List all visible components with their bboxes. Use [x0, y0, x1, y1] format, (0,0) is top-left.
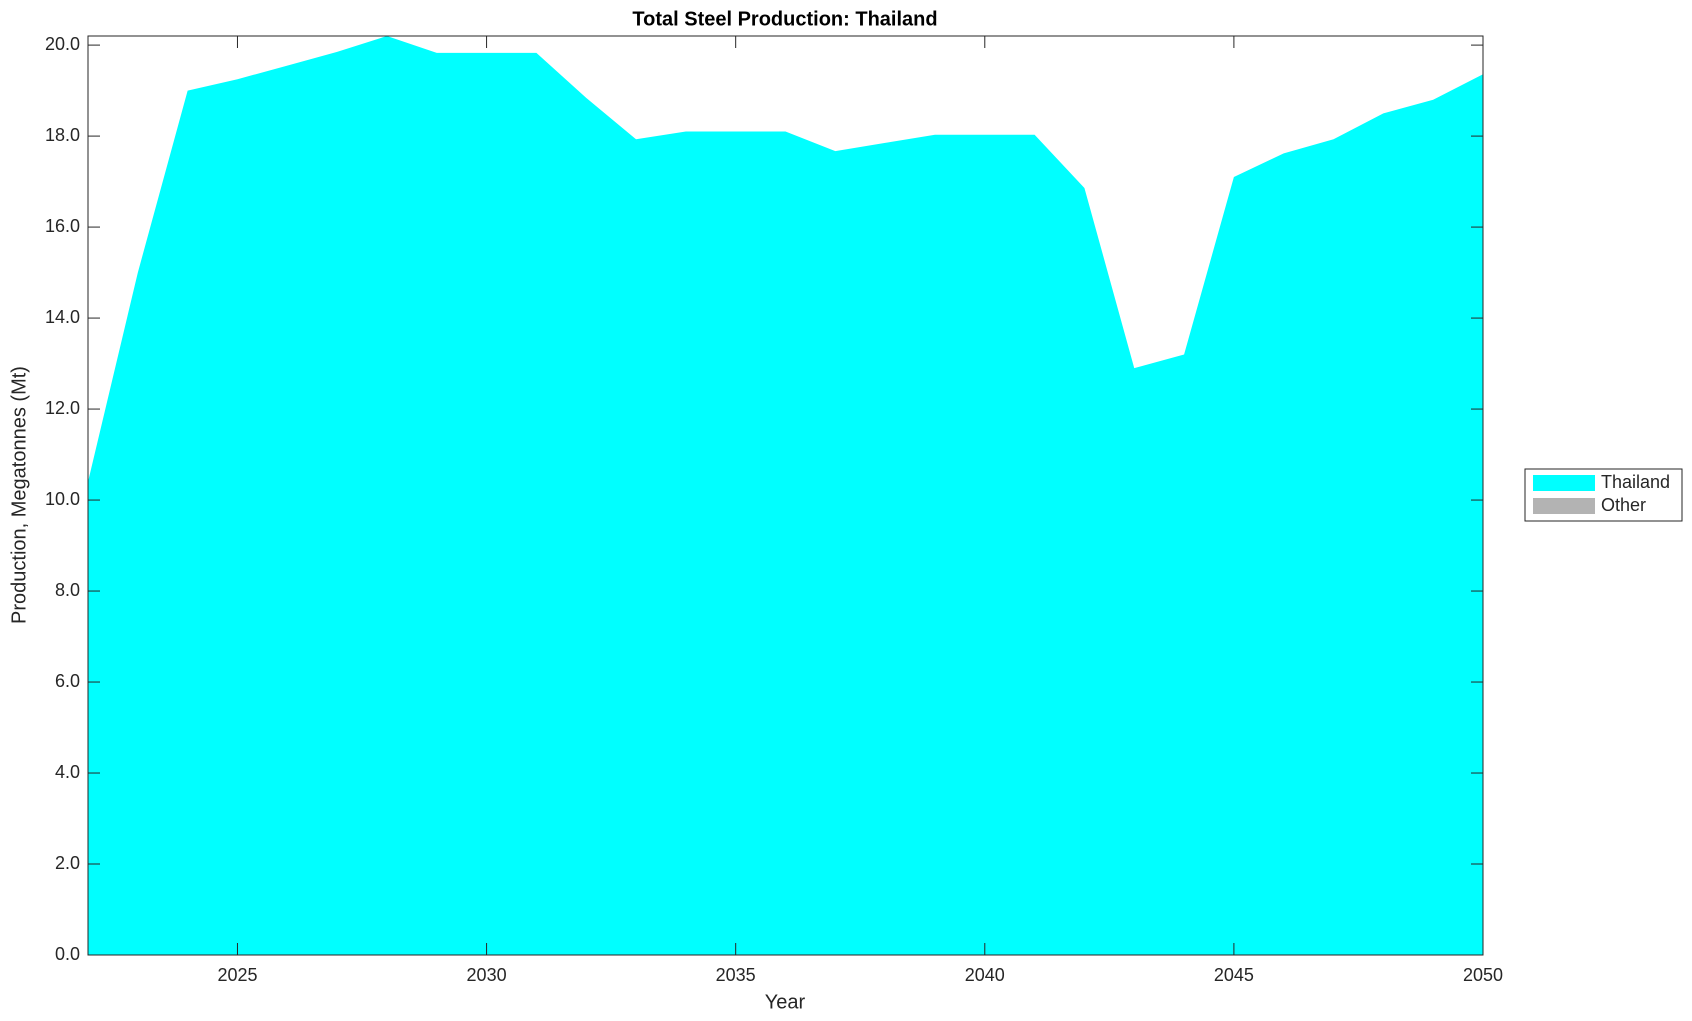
x-tick-label: 2030 [467, 965, 507, 985]
plot-frame [87, 35, 1484, 956]
y-tick-label: 16.0 [45, 216, 80, 236]
y-tick-label: 8.0 [55, 580, 80, 600]
y-tick-label: 18.0 [45, 125, 80, 145]
x-tick-label: 2045 [1214, 965, 1254, 985]
y-tick-label: 20.0 [45, 34, 80, 54]
legend-label: Other [1601, 495, 1646, 515]
y-tick-label: 14.0 [45, 307, 80, 327]
x-tick-label: 2050 [1463, 965, 1503, 985]
legend-label: Thailand [1601, 472, 1670, 492]
x-tick-label: 2040 [965, 965, 1005, 985]
y-tick-label: 2.0 [55, 853, 80, 873]
y-tick-label: 0.0 [55, 944, 80, 964]
x-axis-label: Year [765, 991, 806, 1013]
x-tick-label: 2025 [217, 965, 257, 985]
legend-swatch [1533, 498, 1595, 514]
y-tick-label: 6.0 [55, 671, 80, 691]
x-tick-label: 2035 [716, 965, 756, 985]
y-axis-label: Production, Megatonnes (Mt) [8, 366, 30, 624]
y-tick-label: 10.0 [45, 489, 80, 509]
chart-title: Total Steel Production: Thailand [632, 8, 937, 30]
y-tick-label: 12.0 [45, 398, 80, 418]
y-tick-label: 4.0 [55, 762, 80, 782]
area [88, 36, 1483, 955]
legend-swatch [1533, 475, 1595, 491]
